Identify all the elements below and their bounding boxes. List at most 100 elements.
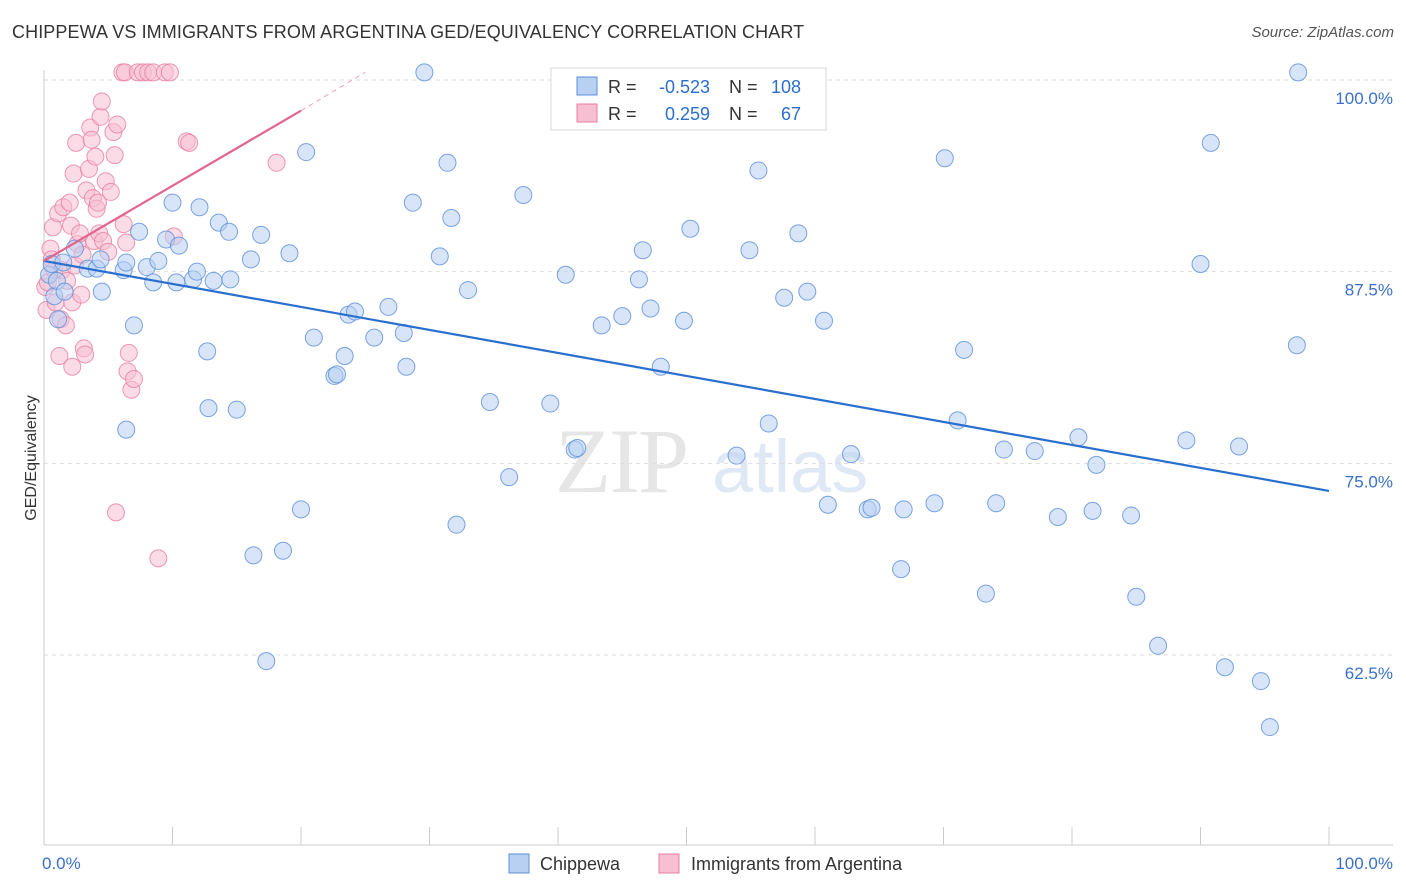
chippewa-point-41 — [297, 143, 316, 162]
chippewa-point-99 — [1087, 455, 1106, 474]
legend-r-label-1: R = — [608, 77, 637, 97]
chippewa-point-37 — [257, 652, 276, 671]
legend-r-value-1: -0.523 — [659, 77, 710, 97]
argentina-point-45 — [105, 146, 124, 165]
argentina-point-38 — [91, 107, 110, 126]
chippewa-point-111 — [1177, 431, 1196, 450]
chippewa-point-94 — [994, 440, 1013, 459]
bottom-legend-swatch-argentina — [658, 853, 680, 874]
argentina-point-51 — [117, 233, 136, 252]
chippewa-point-4 — [49, 310, 68, 329]
argentina-point-46 — [106, 503, 125, 522]
chippewa-point-52 — [403, 193, 422, 212]
chippewa-point-61 — [514, 186, 533, 204]
chippewa-point-51 — [397, 357, 416, 376]
chippewa-point-53 — [415, 63, 434, 82]
chippewa-trend-line — [43, 259, 1330, 493]
chippewa-point-38 — [274, 541, 293, 560]
chippewa-point-59 — [480, 393, 499, 411]
trend-lines — [43, 71, 1330, 493]
legend-r-value-2: 0.259 — [665, 104, 710, 124]
chippewa-point-22 — [167, 273, 186, 292]
watermark-zip: ZIP — [555, 410, 687, 512]
x-axis-ticks — [43, 827, 1330, 845]
argentina-point-47 — [108, 115, 127, 134]
chippewa-point-33 — [227, 400, 246, 419]
y-tick-label-2: 75.0% — [1345, 472, 1393, 491]
argentina-point-36 — [88, 193, 107, 212]
chippewa-point-42 — [304, 328, 323, 347]
chippewa-point-86 — [892, 560, 911, 579]
argentina-point-19 — [64, 164, 83, 183]
chippewa-point-39 — [280, 244, 299, 263]
chippewa-point-98 — [1083, 501, 1102, 520]
argentina-point-66 — [267, 153, 286, 172]
argentina-point-60 — [149, 549, 168, 568]
y-tick-label-1: 87.5% — [1345, 281, 1393, 300]
chippewa-point-107 — [1251, 672, 1270, 691]
chippewa-point-63 — [556, 265, 575, 284]
chart-title: CHIPPEWA VS IMMIGRANTS FROM ARGENTINA GE… — [12, 22, 805, 42]
bottom-legend-label-chippewa: Chippewa — [540, 854, 621, 874]
argentina-point-15 — [60, 193, 79, 212]
chippewa-point-25 — [187, 262, 206, 281]
chippewa-point-66 — [592, 316, 611, 335]
chippewa-point-101 — [1127, 587, 1146, 606]
watermark-atlas: atlas — [712, 425, 868, 508]
argentina-point-43 — [101, 182, 120, 201]
chippewa-point-58 — [459, 281, 478, 300]
y-tick-labels: 100.0% 87.5% 75.0% 62.5% — [1335, 89, 1393, 683]
chippewa-point-85 — [862, 498, 881, 517]
chippewa-point-29 — [204, 271, 223, 290]
chippewa-point-48 — [365, 328, 384, 347]
chippewa-point-102 — [1149, 636, 1168, 655]
chippewa-point-60 — [500, 468, 519, 487]
argentina-point-55 — [124, 370, 143, 388]
chippewa-point-83 — [841, 445, 860, 464]
chippewa-point-103 — [1191, 255, 1210, 273]
legend-swatch-chippewa — [576, 76, 598, 96]
chippewa-point-106 — [1230, 437, 1249, 456]
chippewa-point-57 — [447, 515, 466, 534]
legend-r-label-2: R = — [608, 104, 637, 124]
argentina-point-65 — [180, 133, 199, 152]
chippewa-point-104 — [1201, 133, 1220, 152]
chippewa-point-34 — [241, 250, 260, 269]
chippewa-point-35 — [244, 546, 263, 565]
argentina-point-34 — [86, 147, 105, 166]
chippewa-point-110 — [1289, 63, 1308, 82]
bottom-legend-label-argentina: Immigrants from Argentina — [691, 854, 903, 874]
legend-n-label-1: N = — [729, 77, 758, 97]
legend-n-value-1: 108 — [771, 77, 801, 97]
legend-swatch-argentina — [576, 103, 598, 123]
chippewa-point-92 — [976, 584, 995, 603]
argentina-point-49 — [114, 215, 133, 234]
chippewa-point-95 — [1025, 442, 1044, 461]
chippewa-point-44 — [327, 365, 346, 384]
chippewa-point-28 — [199, 399, 218, 418]
argentina-point-39 — [92, 92, 111, 111]
chippewa-point-68 — [629, 270, 648, 289]
stats-legend: R = -0.523 N = 108 R = 0.259 N = 67 — [550, 67, 827, 131]
chippewa-point-54 — [430, 247, 449, 266]
chippewa-point-82 — [818, 495, 837, 514]
chippewa-point-72 — [674, 311, 693, 330]
chippewa-point-65 — [568, 439, 587, 457]
gridlines — [44, 79, 1393, 656]
argentina-point-27 — [76, 345, 95, 364]
bottom-legend: Chippewa Immigrants from Argentina — [508, 853, 903, 874]
chippewa-point-70 — [641, 299, 660, 318]
chippewa-point-27 — [198, 342, 217, 361]
chippewa-point-97 — [1069, 428, 1088, 447]
x-tick-label-left: 0.0% — [42, 854, 81, 873]
chippewa-point-80 — [798, 282, 817, 301]
chippewa-point-62 — [541, 394, 560, 413]
chippewa-point-67 — [613, 307, 632, 326]
chippewa-point-26 — [190, 198, 209, 217]
bottom-legend-swatch-chippewa — [508, 853, 530, 874]
chippewa-point-81 — [814, 311, 833, 330]
chippewa-point-78 — [775, 288, 794, 307]
chippewa-point-100 — [1122, 506, 1141, 525]
chippewa-point-56 — [442, 209, 461, 227]
chart-source: Source: ZipAtlas.com — [1251, 24, 1394, 41]
